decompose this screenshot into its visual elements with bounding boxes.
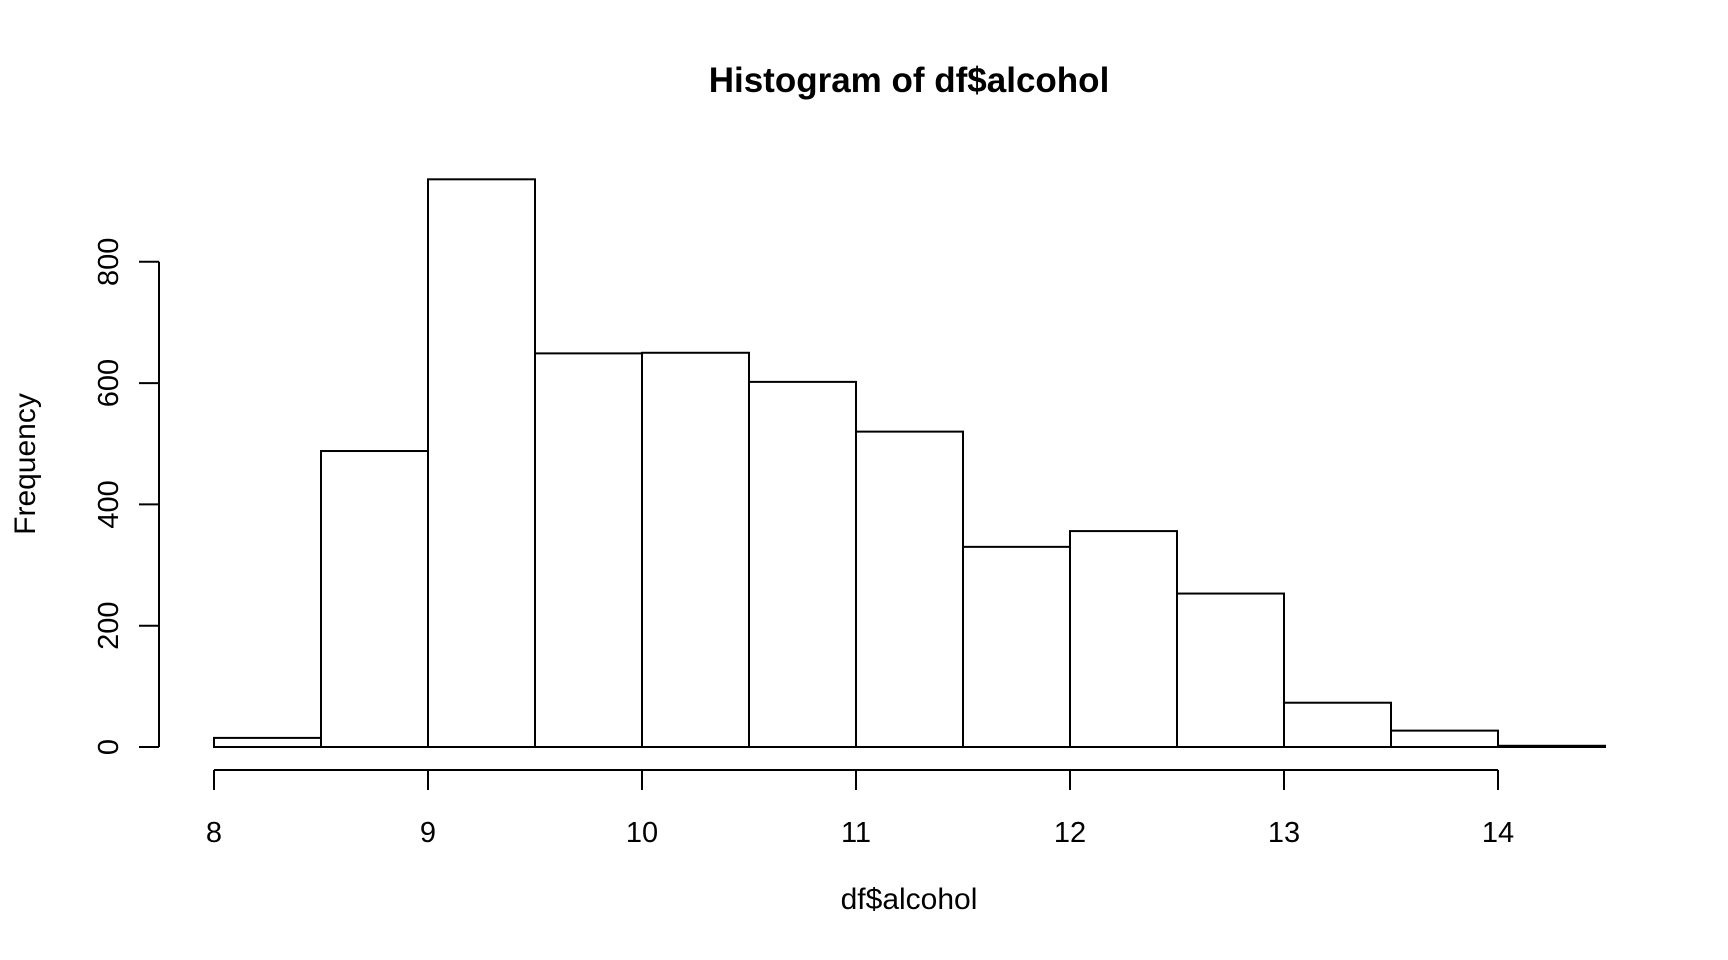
histogram-bar (534, 352, 643, 748)
x-tick-label: 8 (206, 817, 222, 849)
x-tick-label: 9 (420, 817, 436, 849)
y-axis-label: Frequency (9, 393, 42, 535)
y-tick-label: 800 (93, 238, 125, 286)
x-tick-label: 13 (1268, 817, 1300, 849)
y-axis: 0 200 400 600 800 (93, 238, 160, 755)
x-axis: 8 9 10 11 12 13 14 (206, 769, 1514, 849)
histogram-bar (962, 545, 1071, 748)
x-tick-label: 11 (841, 817, 871, 849)
y-tick-label: 0 (93, 739, 125, 755)
x-tick-label: 10 (626, 817, 658, 849)
histogram-bar (748, 380, 857, 748)
x-axis-label: df$alcohol (841, 883, 978, 916)
histogram-bar (427, 178, 536, 749)
x-tick-label: 12 (1054, 817, 1086, 849)
chart-title: Histogram of df$alcohol (709, 61, 1110, 100)
y-tick-label: 200 (93, 602, 125, 650)
histogram-bar (1390, 729, 1499, 749)
histogram-bar (855, 430, 964, 748)
histogram-bars (213, 178, 1606, 749)
histogram-bar (320, 450, 429, 748)
histogram-bar (1283, 701, 1392, 749)
y-tick-label: 600 (93, 359, 125, 407)
histogram-bar (1497, 744, 1606, 748)
x-tick-label: 14 (1482, 817, 1514, 849)
histogram-bar (1069, 530, 1178, 748)
histogram-bar (1176, 592, 1285, 748)
histogram-bar (213, 736, 322, 749)
histogram-bar (641, 351, 750, 748)
y-tick-label: 400 (93, 480, 125, 528)
